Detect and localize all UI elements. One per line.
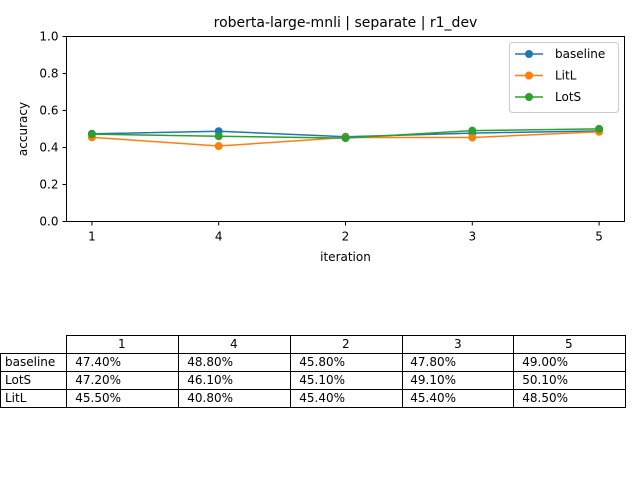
table-row: LitL 45.50% 40.80% 45.40% 45.40% 48.50% [0, 389, 626, 408]
table-cell: 45.10% [290, 371, 403, 390]
table-cell: 45.50% [66, 389, 179, 408]
data-point-lots [341, 134, 350, 143]
table-cell: 45.40% [402, 389, 514, 408]
table-corner [1, 336, 67, 354]
x-tick-label: 5 [595, 230, 603, 244]
table-row-header: LitL [0, 389, 67, 408]
y-tick-label: 0.2 [39, 178, 58, 192]
y-tick-label: 0.0 [39, 215, 58, 229]
results-table: 1 4 2 3 5 baseline 47.40% 48.80% 45.80% 47.80% 49.… [0, 335, 626, 408]
y-tick-label: 1.0 [39, 30, 58, 44]
legend-box [509, 42, 619, 113]
data-point-lots [468, 126, 477, 135]
legend-marker-litl [525, 71, 533, 80]
legend-marker-lots [525, 93, 533, 101]
table-cell: 48.50% [513, 389, 626, 408]
x-tick-label: 1 [88, 230, 96, 244]
legend-label: baseline [555, 47, 605, 61]
table-cell: 46.10% [178, 371, 291, 390]
table-cell: 47.80% [402, 353, 514, 372]
y-axis-label: accuracy [16, 102, 30, 156]
axis-ticks: 1 4 2 3 5 0.0 0.2 0.4 0.6 0.8 1.0 [39, 30, 603, 244]
legend: baseline LitL LotS [509, 42, 619, 113]
table-column-header: 5 [513, 335, 626, 354]
data-point-lots [595, 124, 604, 133]
table-row-header: LotS [0, 371, 67, 390]
y-tick-label: 0.4 [39, 141, 58, 155]
data-point-lots [214, 132, 223, 141]
data-point-litl [214, 142, 223, 151]
table-row-header: baseline [0, 353, 67, 372]
table-column-header: 3 [402, 335, 514, 354]
table-cell: 45.40% [290, 389, 403, 408]
data-point-litl [468, 133, 477, 142]
legend-label: LotS [555, 90, 581, 104]
table-row: LotS 47.20% 46.10% 45.10% 49.10% 50.10% [0, 371, 626, 390]
x-tick-label: 3 [468, 230, 476, 244]
x-axis-label: iteration [320, 250, 371, 264]
chart-title: roberta-large-mnli | separate | r1_dev [214, 15, 478, 31]
legend-marker-baseline [525, 50, 533, 58]
table-column-header: 2 [290, 335, 403, 354]
x-tick-label: 4 [215, 230, 223, 244]
data-point-lots [87, 130, 96, 139]
table-cell: 47.20% [66, 371, 179, 390]
series-layer [87, 124, 604, 151]
table-cell: 47.40% [66, 353, 179, 372]
table-cell: 45.80% [290, 353, 403, 372]
table-cell: 40.80% [178, 389, 291, 408]
y-tick-label: 0.8 [39, 67, 58, 81]
table-row: baseline 47.40% 48.80% 45.80% 47.80% 49.00% [0, 353, 626, 372]
table-column-header: 4 [178, 335, 291, 354]
line-chart: roberta-large-mnli | separate | r1_dev 1… [16, 15, 625, 264]
table-cell: 49.10% [402, 371, 514, 390]
x-tick-label: 2 [342, 230, 350, 244]
table-column-header: 1 [66, 335, 179, 354]
table-cell: 50.10% [513, 371, 626, 390]
table-cell: 48.80% [178, 353, 291, 372]
y-tick-label: 0.6 [39, 104, 58, 118]
table-cell: 49.00% [513, 353, 626, 372]
legend-label: LitL [555, 69, 577, 83]
